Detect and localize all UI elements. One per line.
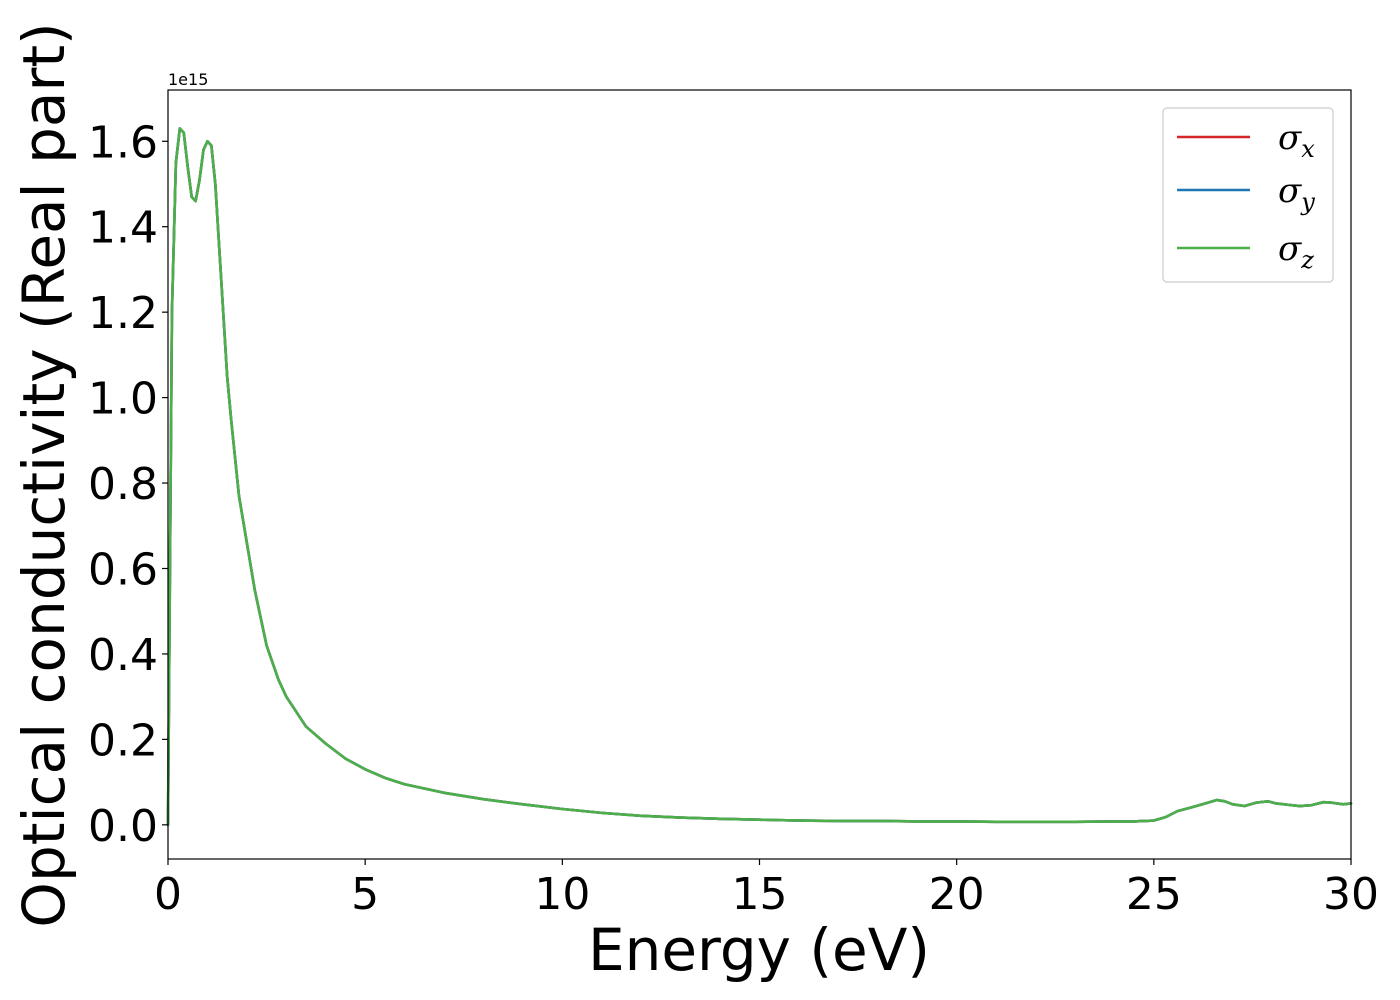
y-tick-label: 0.8 bbox=[88, 459, 158, 510]
x-tick-label: 20 bbox=[929, 869, 985, 920]
y-tick-label: 1.0 bbox=[88, 374, 158, 425]
x-tick-label: 30 bbox=[1323, 869, 1379, 920]
y-tick-label: 0.4 bbox=[88, 630, 158, 681]
x-tick-label: 25 bbox=[1126, 869, 1182, 920]
x-tick-label: 10 bbox=[534, 869, 590, 920]
y-axis-ticks: 0.0 0.2 0.4 0.6 0.8 1.0 1.2 1.4 1.6 bbox=[88, 117, 168, 852]
y-tick-label: 1.4 bbox=[88, 203, 158, 254]
y-tick-label: 1.6 bbox=[88, 117, 158, 168]
x-tick-label: 5 bbox=[351, 869, 379, 920]
y-tick-label: 0.2 bbox=[88, 715, 158, 766]
y-tick-label: 0.6 bbox=[88, 544, 158, 595]
x-axis-label: Energy (eV) bbox=[588, 916, 930, 984]
legend-box bbox=[1162, 107, 1334, 283]
y-tick-label: 1.2 bbox=[88, 288, 158, 339]
y-offset-label: 1e15 bbox=[168, 70, 208, 89]
x-tick-label: 0 bbox=[154, 869, 182, 920]
series-layer bbox=[166, 127, 1353, 827]
y-axis-label: Optical conductivity (Real part) bbox=[10, 22, 78, 927]
x-axis-ticks: 0 5 10 15 20 25 30 bbox=[154, 859, 1379, 920]
series-line-z bbox=[166, 127, 1353, 827]
y-tick-label: 0.0 bbox=[88, 801, 158, 852]
x-tick-label: 15 bbox=[732, 869, 788, 920]
